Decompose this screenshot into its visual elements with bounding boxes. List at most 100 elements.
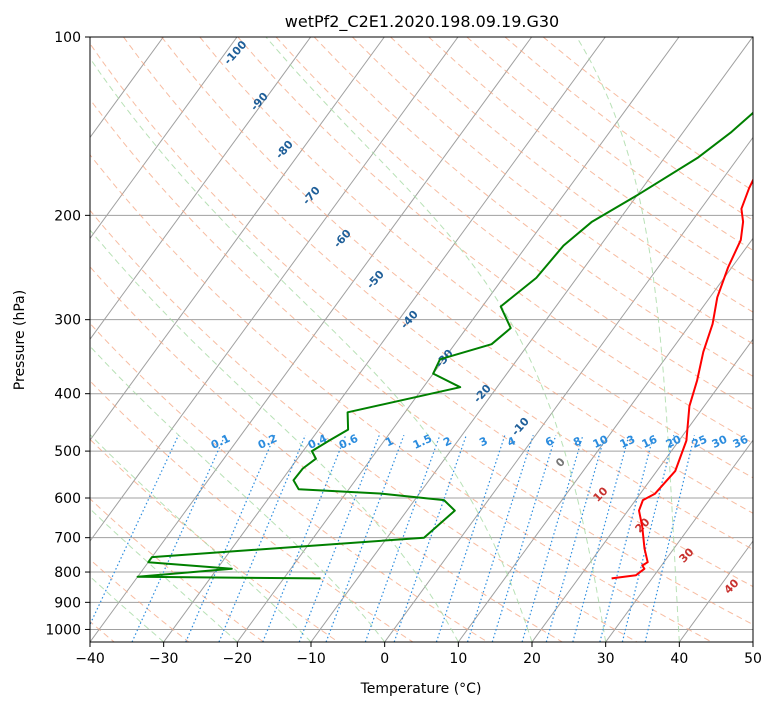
dry-adiabat-line bbox=[90, 438, 339, 642]
isotherm-line bbox=[457, 237, 753, 642]
moist-adiabat-line bbox=[752, 586, 753, 642]
mixing-ratio-label: 1.5 bbox=[411, 432, 434, 452]
isotherm-line bbox=[236, 37, 680, 642]
dry-adiabat-line bbox=[90, 42, 753, 588]
x-tick-label: −40 bbox=[75, 651, 105, 667]
dry-adiabat-line bbox=[90, 98, 753, 626]
dry-adiabat-line bbox=[90, 209, 638, 642]
moist-adiabat-label: 0 bbox=[553, 455, 568, 470]
dry-adiabat-line bbox=[504, 37, 753, 221]
mixing-ratio-line bbox=[466, 435, 534, 642]
dry-adiabat-line bbox=[90, 322, 488, 642]
mixing-ratio-line bbox=[435, 434, 506, 642]
mixing-ratio-label: 36 bbox=[731, 433, 751, 451]
mixing-ratio-line bbox=[491, 435, 557, 642]
x-tick-label: −20 bbox=[223, 651, 253, 667]
mixing-ratio-label: 13 bbox=[618, 433, 637, 451]
y-tick-label: 100 bbox=[54, 30, 81, 46]
mixing-ratio-label: 0.2 bbox=[256, 432, 279, 452]
mixing-ratio-label: 0.1 bbox=[209, 432, 232, 452]
dry-adiabat-line bbox=[428, 37, 753, 282]
moist-adiabat-line bbox=[265, 37, 607, 642]
mixing-ratio-label: 16 bbox=[640, 433, 660, 451]
mixing-ratio-line bbox=[262, 434, 347, 642]
dry-adiabat-label: -70 bbox=[300, 184, 323, 208]
x-axis-label: Temperature (°C) bbox=[360, 681, 482, 697]
mixing-ratio-line bbox=[298, 434, 380, 642]
x-tick-label: 10 bbox=[449, 651, 467, 667]
x-tick-label: 20 bbox=[523, 651, 541, 667]
isotherm-line bbox=[531, 338, 753, 642]
y-axis-label: Pressure (hPa) bbox=[12, 290, 28, 390]
dry-adiabat-line bbox=[542, 37, 753, 192]
mixing-ratio-label: 20 bbox=[664, 433, 684, 451]
mixing-ratio-line bbox=[131, 434, 226, 642]
dry-adiabat-line bbox=[466, 37, 753, 251]
dry-adiabat-line bbox=[237, 37, 753, 444]
mixing-ratio-label: 25 bbox=[690, 433, 709, 451]
dry-adiabat-label: -20 bbox=[471, 382, 494, 406]
dry-adiabat-line bbox=[90, 153, 712, 642]
dry-adiabat-label: -90 bbox=[248, 90, 271, 114]
isotherm-line bbox=[90, 37, 238, 240]
dry-adiabat-line bbox=[90, 265, 563, 642]
y-tick-label: 500 bbox=[54, 444, 81, 460]
x-tick-label: −10 bbox=[296, 651, 326, 667]
mixing-ratio-label: 30 bbox=[710, 433, 730, 451]
y-tick-label: 900 bbox=[54, 595, 81, 611]
isotherm-line bbox=[90, 37, 459, 542]
dry-adiabat-line bbox=[390, 37, 753, 313]
dry-adiabat-line bbox=[352, 37, 753, 345]
dry-adiabat-line bbox=[275, 37, 753, 411]
y-tick-label: 600 bbox=[54, 491, 81, 507]
axes: −40 −30 −20 −10 0 10 20 30 40 5010020030040050060… bbox=[45, 30, 762, 667]
plot-frame bbox=[89, 36, 754, 643]
background-lines bbox=[90, 37, 753, 642]
x-tick-label: 0 bbox=[380, 651, 389, 667]
dewpoint-profile bbox=[136, 111, 753, 580]
temperature-profile bbox=[611, 177, 753, 580]
y-tick-label: 700 bbox=[54, 531, 81, 547]
y-tick-label: 800 bbox=[54, 565, 81, 581]
dry-adiabat-label: -60 bbox=[331, 227, 354, 251]
mixing-ratio-label: 6 bbox=[543, 434, 556, 449]
mixing-ratio-line bbox=[90, 434, 180, 626]
mixing-ratio-line bbox=[545, 435, 606, 642]
moist-adiabat-line bbox=[90, 229, 459, 642]
isotherm-line bbox=[678, 540, 753, 642]
isotherm-line bbox=[752, 641, 753, 642]
isotherm-line bbox=[384, 136, 753, 642]
moist-adiabat-line bbox=[90, 57, 533, 642]
mixing-ratio-label: 8 bbox=[571, 434, 583, 449]
dry-adiabat-line bbox=[161, 37, 753, 514]
isotherm-line bbox=[90, 37, 312, 341]
mixing-ratio-line bbox=[393, 434, 467, 642]
moist-adiabat-line bbox=[90, 345, 386, 642]
grid-lines bbox=[90, 37, 753, 642]
chart-title: wetPf2_C2E1.2020.198.09.19.G30 bbox=[285, 12, 559, 32]
dry-adiabat-label: -100 bbox=[221, 38, 249, 67]
moist-adiabat-label: 30 bbox=[677, 545, 697, 565]
mixing-ratio-line bbox=[218, 434, 306, 642]
mixing-ratio-label: 10 bbox=[591, 433, 611, 451]
dry-adiabat-line bbox=[123, 37, 753, 551]
moist-adiabat-label: 10 bbox=[591, 484, 611, 504]
x-tick-label: 30 bbox=[597, 651, 615, 667]
mixing-ratio-line bbox=[364, 434, 441, 642]
mixing-ratio-line bbox=[325, 434, 405, 642]
mixing-ratio-line bbox=[185, 434, 276, 642]
mixing-ratio-label: 2 bbox=[441, 434, 453, 449]
x-tick-label: −30 bbox=[149, 651, 179, 667]
dry-adiabat-line bbox=[90, 380, 414, 642]
mixing-ratio-line bbox=[521, 435, 584, 642]
isotherm-line bbox=[90, 37, 385, 442]
isotherm-line bbox=[163, 37, 606, 642]
y-tick-label: 300 bbox=[54, 313, 81, 329]
mixing-ratio-label: 1 bbox=[383, 434, 395, 449]
moist-adiabat-line bbox=[576, 37, 680, 642]
isotherm-line bbox=[90, 37, 533, 642]
dry-adiabat-label: -50 bbox=[364, 268, 387, 292]
y-tick-label: 400 bbox=[54, 387, 81, 403]
